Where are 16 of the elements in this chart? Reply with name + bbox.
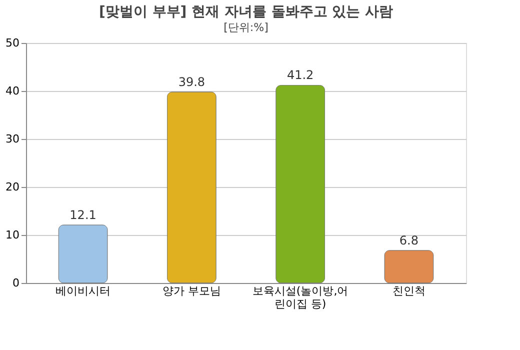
chart-title: [맞벌이 부부] 현재 자녀를 돌봐주고 있는 사람 <box>98 4 394 20</box>
x-tick-label: 보육시설(놀이방,어린이집 등) <box>252 284 348 310</box>
y-tick-label: 30 <box>6 132 20 146</box>
data-label: 12.1 <box>70 208 96 222</box>
data-label: 41.2 <box>286 68 314 82</box>
y-tick-label: 40 <box>6 84 20 98</box>
x-tick-label: 양가 부모님 <box>162 284 221 298</box>
x-tick-label: 베이비시터 <box>56 284 111 298</box>
data-label: 6.8 <box>399 233 419 248</box>
y-tick-label: 50 <box>6 36 20 50</box>
data-label: 39.8 <box>178 74 206 89</box>
chart-subtitle: [단위:%] <box>224 21 268 34</box>
x-tick-label: 친인척 <box>392 284 426 298</box>
y-tick-label: 20 <box>6 180 20 194</box>
y-tick-label: 10 <box>6 228 20 242</box>
y-tick-label: 0 <box>12 276 20 290</box>
